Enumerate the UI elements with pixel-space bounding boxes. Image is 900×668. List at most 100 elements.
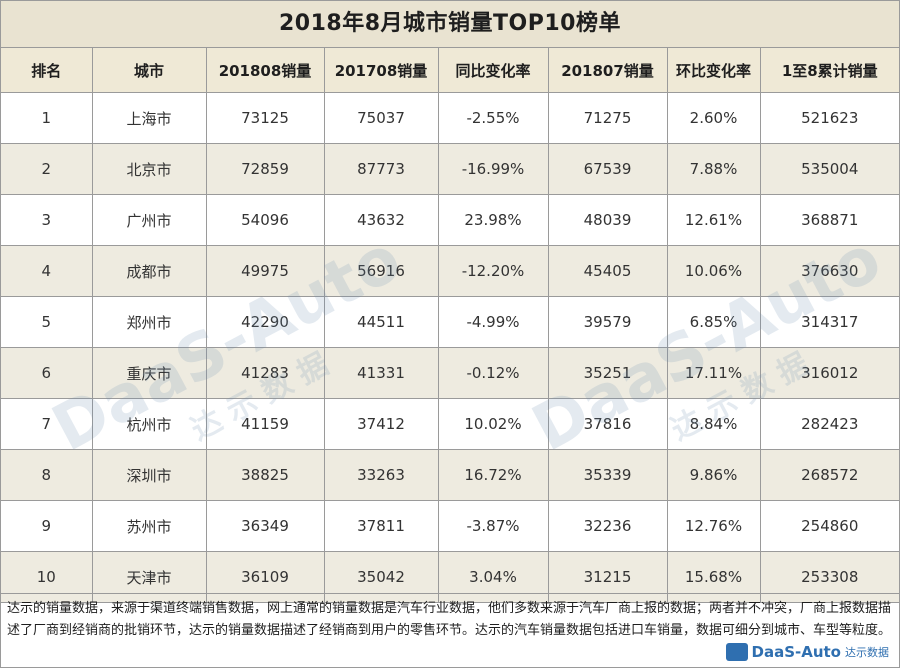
cell-cumulative: 282423	[759, 398, 899, 450]
cell-sales-201708: 33263	[323, 449, 439, 501]
cell-city: 北京市	[91, 143, 207, 195]
column-header-sales-201808: 201808销量	[205, 48, 325, 93]
cell-mom-change: 10.06%	[666, 245, 761, 297]
table-row: 10 天津市 36109 35042 3.04% 31215 15.68% 253308	[1, 551, 899, 603]
column-header-sales-201807: 201807销量	[547, 48, 668, 93]
table-body: 1 上海市 73125 75037 -2.55% 71275 2.60% 521623 2 北京市…	[1, 92, 899, 603]
cell-sales-201708: 43632	[323, 194, 439, 246]
cell-sales-201708: 44511	[323, 296, 439, 348]
cell-yoy-change: -0.12%	[437, 347, 549, 399]
cell-mom-change: 12.61%	[666, 194, 761, 246]
cell-mom-change: 12.76%	[666, 500, 761, 552]
cell-yoy-change: 3.04%	[437, 551, 549, 603]
cell-sales-201808: 41159	[205, 398, 325, 450]
cell-city: 重庆市	[91, 347, 207, 399]
cell-rank: 1	[1, 92, 93, 144]
footnote: 达示的销量数据，来源于渠道终端销售数据，网上通常的销量数据是汽车行业数据，他们多…	[1, 593, 899, 668]
cell-sales-201807: 37816	[547, 398, 668, 450]
table-row: 1 上海市 73125 75037 -2.55% 71275 2.60% 521623	[1, 92, 899, 144]
cell-sales-201807: 71275	[547, 92, 668, 144]
cell-rank: 4	[1, 245, 93, 297]
cell-sales-201808: 42290	[205, 296, 325, 348]
cell-cumulative: 376630	[759, 245, 899, 297]
cell-cumulative: 316012	[759, 347, 899, 399]
table-row: 2 北京市 72859 87773 -16.99% 67539 7.88% 535004	[1, 143, 899, 195]
cell-sales-201807: 32236	[547, 500, 668, 552]
cell-sales-201808: 36349	[205, 500, 325, 552]
cell-city: 杭州市	[91, 398, 207, 450]
page-title: 2018年8月城市销量TOP10榜单	[1, 1, 899, 48]
cell-sales-201807: 39579	[547, 296, 668, 348]
cell-sales-201708: 87773	[323, 143, 439, 195]
cell-mom-change: 9.86%	[666, 449, 761, 501]
cell-rank: 7	[1, 398, 93, 450]
cell-sales-201807: 35251	[547, 347, 668, 399]
cell-cumulative: 368871	[759, 194, 899, 246]
cell-sales-201808: 36109	[205, 551, 325, 603]
cell-mom-change: 2.60%	[666, 92, 761, 144]
cell-city: 广州市	[91, 194, 207, 246]
cell-yoy-change: -12.20%	[437, 245, 549, 297]
brand-logo: DaaS-Auto 达示数据	[725, 640, 889, 664]
cell-mom-change: 15.68%	[666, 551, 761, 603]
table-row: 7 杭州市 41159 37412 10.02% 37816 8.84% 282423	[1, 398, 899, 450]
cell-yoy-change: -3.87%	[437, 500, 549, 552]
cell-sales-201708: 56916	[323, 245, 439, 297]
column-header-yoy-change: 同比变化率	[437, 48, 549, 93]
cell-sales-201808: 38825	[205, 449, 325, 501]
cell-sales-201708: 75037	[323, 92, 439, 144]
cell-sales-201808: 49975	[205, 245, 325, 297]
ranking-table: 排名 城市 201808销量 201708销量 同比变化率 201807销量 环…	[1, 48, 899, 603]
cell-rank: 2	[1, 143, 93, 195]
header-row: 排名 城市 201808销量 201708销量 同比变化率 201807销量 环…	[1, 48, 899, 93]
footnote-text: 达示的销量数据，来源于渠道终端销售数据，网上通常的销量数据是汽车行业数据，他们多…	[7, 601, 892, 638]
cell-city: 深圳市	[91, 449, 207, 501]
cell-cumulative: 314317	[759, 296, 899, 348]
table-row: 9 苏州市 36349 37811 -3.87% 32236 12.76% 254860	[1, 500, 899, 552]
cell-mom-change: 17.11%	[666, 347, 761, 399]
cell-sales-201708: 37412	[323, 398, 439, 450]
cell-yoy-change: 16.72%	[437, 449, 549, 501]
cell-sales-201807: 35339	[547, 449, 668, 501]
cell-yoy-change: -2.55%	[437, 92, 549, 144]
cell-yoy-change: -16.99%	[437, 143, 549, 195]
cell-sales-201807: 48039	[547, 194, 668, 246]
table-row: 8 深圳市 38825 33263 16.72% 35339 9.86% 268572	[1, 449, 899, 501]
cell-sales-201708: 41331	[323, 347, 439, 399]
cell-sales-201807: 67539	[547, 143, 668, 195]
column-header-mom-change: 环比变化率	[666, 48, 761, 93]
cell-sales-201807: 31215	[547, 551, 668, 603]
cell-rank: 5	[1, 296, 93, 348]
table-row: 4 成都市 49975 56916 -12.20% 45405 10.06% 376630	[1, 245, 899, 297]
cell-city: 成都市	[91, 245, 207, 297]
brand-logo-name: DaaS-Auto	[751, 643, 842, 661]
table-row: 5 郑州市 42290 44511 -4.99% 39579 6.85% 314317	[1, 296, 899, 348]
cell-mom-change: 6.85%	[666, 296, 761, 348]
column-header-rank: 排名	[1, 48, 93, 93]
cell-city: 苏州市	[91, 500, 207, 552]
brand-logo-icon	[725, 643, 748, 661]
cell-cumulative: 521623	[759, 92, 899, 144]
cell-cumulative: 253308	[759, 551, 899, 603]
cell-sales-201708: 35042	[323, 551, 439, 603]
cell-mom-change: 8.84%	[666, 398, 761, 450]
column-header-cumulative: 1至8累计销量	[759, 48, 899, 93]
cell-sales-201808: 41283	[205, 347, 325, 399]
cell-yoy-change: 10.02%	[437, 398, 549, 450]
cell-rank: 10	[1, 551, 93, 603]
cell-cumulative: 254860	[759, 500, 899, 552]
cell-sales-201708: 37811	[323, 500, 439, 552]
cell-sales-201807: 45405	[547, 245, 668, 297]
cell-rank: 6	[1, 347, 93, 399]
cell-yoy-change: 23.98%	[437, 194, 549, 246]
cell-cumulative: 535004	[759, 143, 899, 195]
column-header-sales-201708: 201708销量	[323, 48, 439, 93]
cell-city: 郑州市	[91, 296, 207, 348]
cell-mom-change: 7.88%	[666, 143, 761, 195]
cell-cumulative: 268572	[759, 449, 899, 501]
cell-city: 天津市	[91, 551, 207, 603]
cell-rank: 3	[1, 194, 93, 246]
cell-sales-201808: 54096	[205, 194, 325, 246]
column-header-city: 城市	[91, 48, 207, 93]
